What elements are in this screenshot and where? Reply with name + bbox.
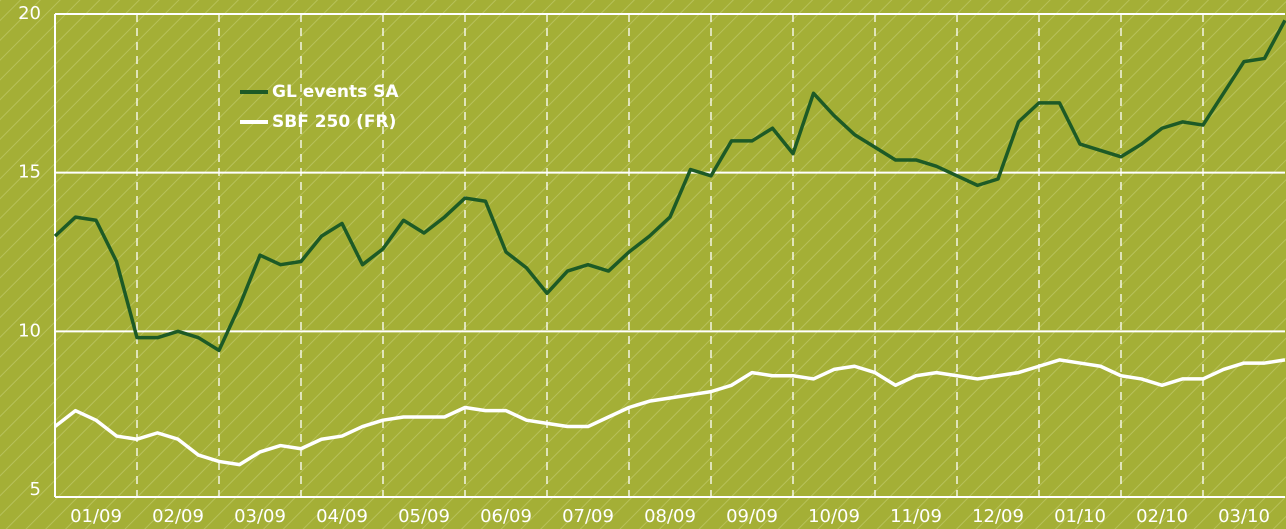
x-tick-label: 10/09 <box>808 506 860 527</box>
series-line <box>53 19 1286 353</box>
series-line <box>53 358 1286 467</box>
x-tick-label: 01/09 <box>70 506 122 527</box>
x-tick-label: 12/09 <box>972 506 1024 527</box>
x-tick-label: 09/09 <box>726 506 778 527</box>
x-tick-label: 07/09 <box>562 506 614 527</box>
legend-label: GL events SA <box>272 82 399 102</box>
x-tick-label: 02/09 <box>152 506 204 527</box>
x-tick-label: 11/09 <box>890 506 942 527</box>
y-tick-label: 5 <box>30 479 41 500</box>
x-tick-label: 01/10 <box>1054 506 1106 527</box>
x-tick-label: 03/09 <box>234 506 286 527</box>
x-tick-label: 08/09 <box>644 506 696 527</box>
y-tick-label: 20 <box>18 3 41 24</box>
y-tick-label: 15 <box>18 162 41 183</box>
x-tick-label: 02/10 <box>1136 506 1188 527</box>
legend-label: SBF 250 (FR) <box>272 112 396 132</box>
x-tick-label: 05/09 <box>398 506 450 527</box>
y-tick-label: 10 <box>18 320 41 341</box>
x-tick-label: 04/09 <box>316 506 368 527</box>
x-tick-label: 06/09 <box>480 506 532 527</box>
x-tick-label: 03/10 <box>1218 506 1270 527</box>
